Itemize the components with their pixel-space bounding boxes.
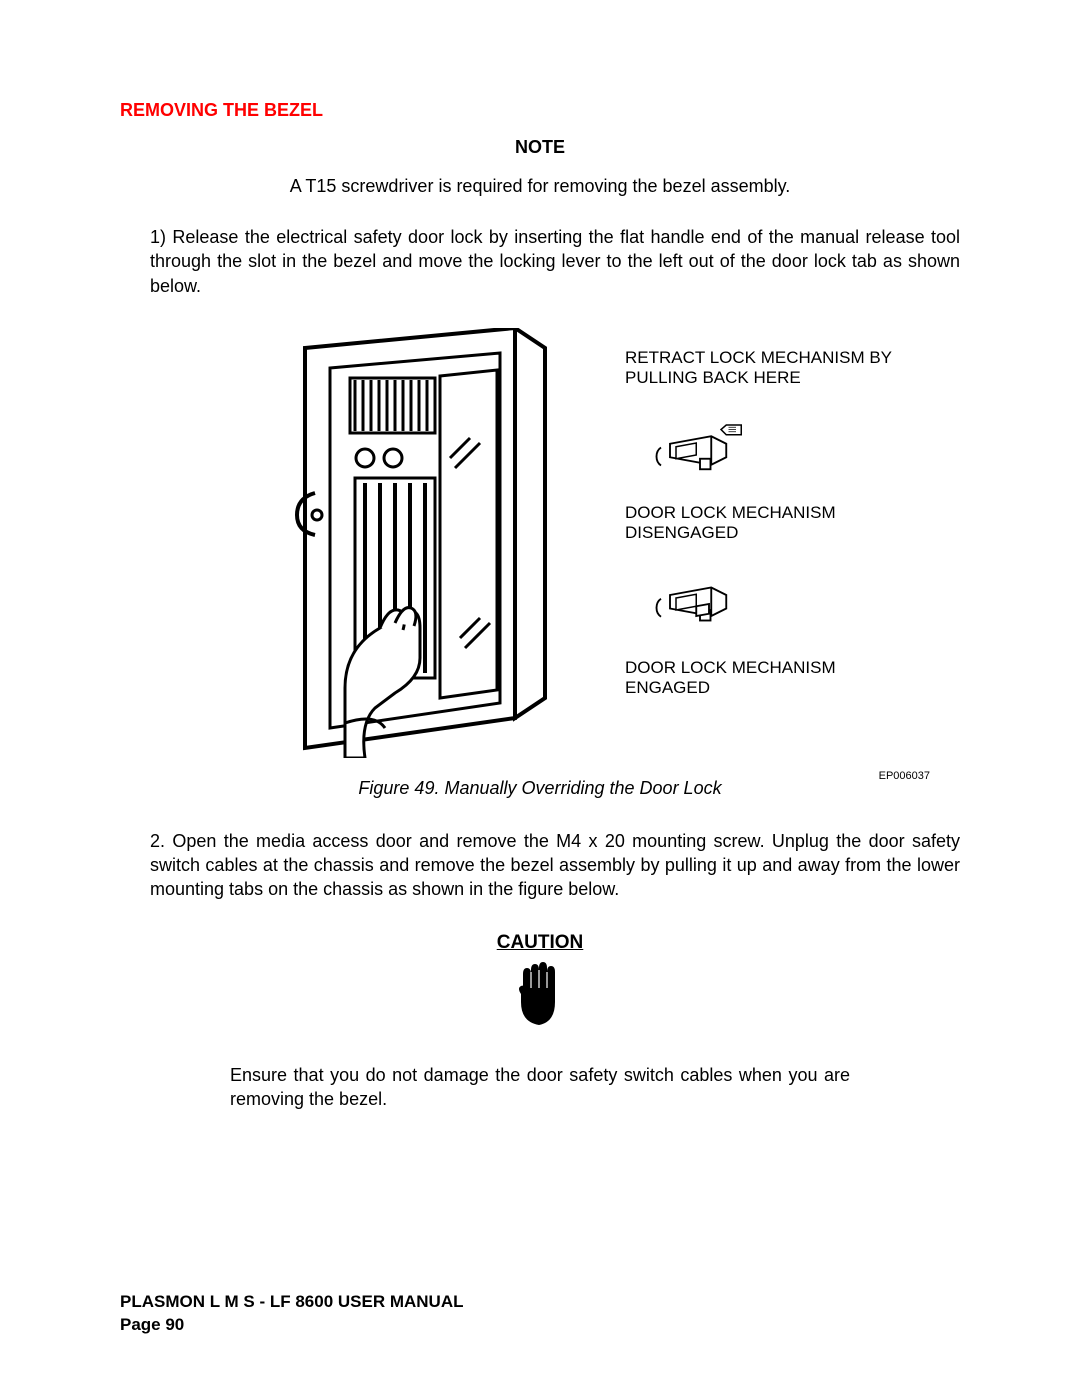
- figure-id: EP006037: [879, 770, 930, 782]
- section-heading: REMOVING THE BEZEL: [120, 100, 960, 121]
- figure-caption-row: Figure 49. Manually Overriding the Door …: [120, 778, 960, 799]
- step-1: 1) Release the electrical safety door lo…: [120, 225, 960, 298]
- lock-engaged-icon: [655, 575, 745, 630]
- lock-disengaged-icon: [655, 420, 745, 475]
- hand-stop-icon: [515, 962, 565, 1027]
- fig-label-engaged: DOOR LOCK MECHANISM ENGAGED: [625, 658, 895, 698]
- footer-page-number: Page 90: [120, 1314, 464, 1337]
- page: REMOVING THE BEZEL NOTE A T15 screwdrive…: [0, 0, 1080, 1397]
- figure-labels: RETRACT LOCK MECHANISM BY PULLING BACK H…: [625, 328, 895, 758]
- caution-block: CAUTION: [240, 932, 840, 1045]
- note-text: A T15 screwdriver is required for removi…: [120, 176, 960, 197]
- note-heading: NOTE: [120, 137, 960, 158]
- fig-label-disengaged: DOOR LOCK MECHANISM DISENGAGED: [625, 503, 895, 543]
- figure-main-illustration: [285, 328, 585, 758]
- figure-49: RETRACT LOCK MECHANISM BY PULLING BACK H…: [220, 328, 960, 758]
- footer-manual-title: PLASMON L M S - LF 8600 USER MANUAL: [120, 1291, 464, 1314]
- caution-heading: CAUTION: [497, 932, 584, 954]
- step-2: 2. Open the media access door and remove…: [120, 829, 960, 902]
- footer: PLASMON L M S - LF 8600 USER MANUAL Page…: [120, 1291, 464, 1337]
- caution-text: Ensure that you do not damage the door s…: [230, 1063, 850, 1112]
- fig-label-retract: RETRACT LOCK MECHANISM BY PULLING BACK H…: [625, 348, 895, 388]
- figure-caption: Figure 49. Manually Overriding the Door …: [358, 778, 721, 799]
